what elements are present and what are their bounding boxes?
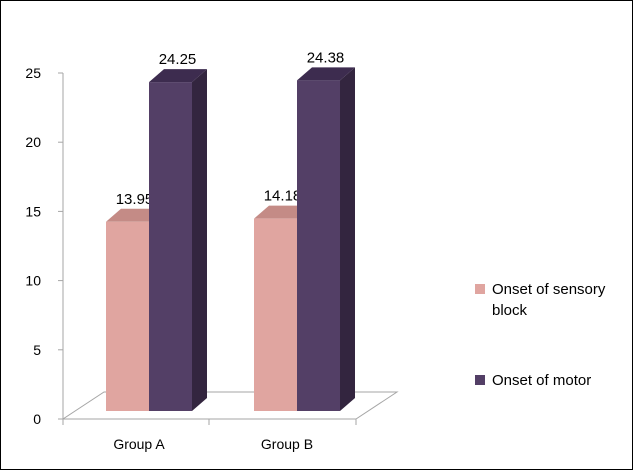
y-tick-label: 5 [33, 342, 41, 358]
bar-top [149, 69, 207, 83]
y-tick-label: 10 [25, 273, 41, 289]
legend-label: Onset of sensory [492, 281, 606, 298]
legend-label: Onset of motor [492, 372, 591, 389]
bar-top [297, 67, 355, 81]
x-tick-label: Group A [113, 436, 165, 452]
bar-side [192, 69, 207, 411]
x-tick-label: Group B [261, 436, 313, 452]
data-label: 24.25 [159, 51, 197, 68]
y-tick-label: 15 [25, 203, 41, 219]
y-tick-label: 0 [33, 411, 41, 427]
bar-side [340, 67, 355, 411]
data-label: 13.95 [116, 191, 154, 208]
data-label: 14.18 [264, 188, 302, 205]
bar [149, 82, 192, 411]
y-tick-label: 20 [25, 134, 41, 150]
bar [297, 80, 340, 411]
legend-swatch [475, 284, 485, 294]
bar [254, 218, 297, 411]
chart-floor [61, 391, 399, 420]
y-tick-label: 25 [25, 65, 41, 81]
legend-label: block [492, 302, 528, 319]
legend-swatch [475, 375, 485, 385]
data-label: 24.38 [307, 49, 345, 66]
bar [106, 221, 149, 411]
